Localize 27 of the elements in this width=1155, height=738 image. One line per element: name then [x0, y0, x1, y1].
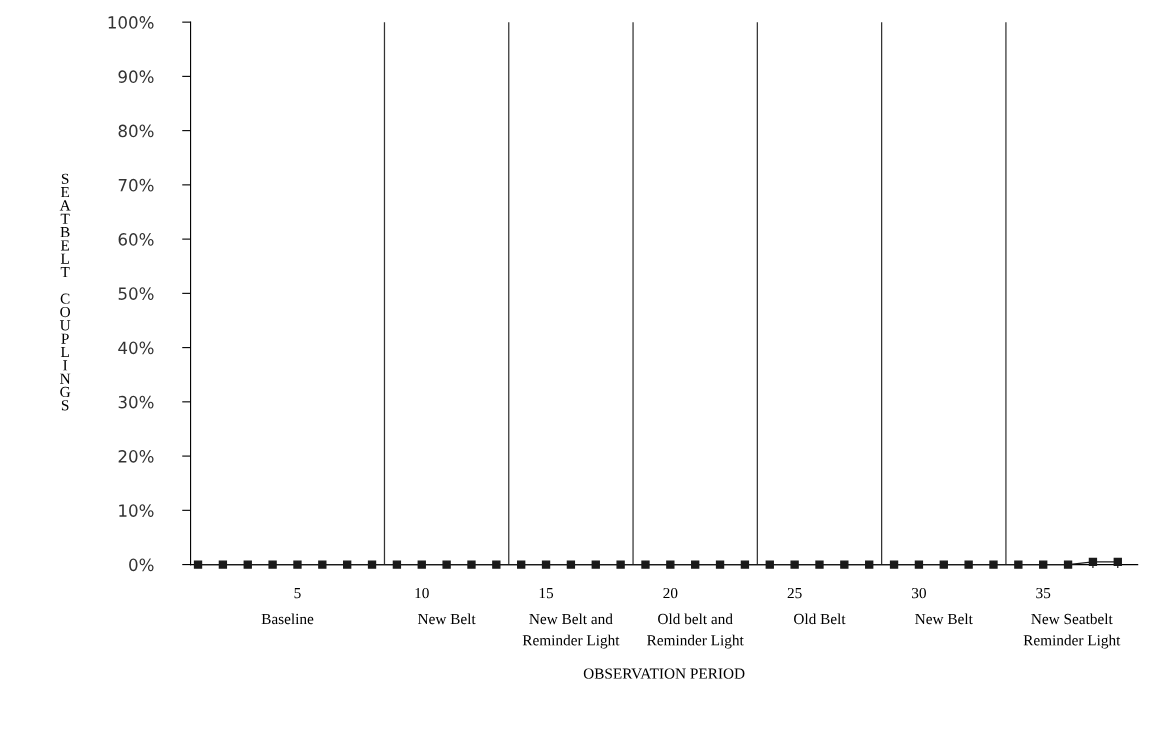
text: Old belt and Reminder Light — [647, 613, 744, 649]
y-tick-label: 50% — [118, 287, 154, 300]
x-tick-label: 30 — [912, 587, 926, 599]
text: New Belt and Reminder Light — [522, 613, 620, 649]
x-tick-label: 10 — [415, 587, 429, 599]
y-tick-label: 40% — [118, 341, 154, 355]
y-tick-label: 20% — [118, 450, 154, 463]
x-tick-label: 15 — [539, 588, 554, 599]
x-tick-label: 35 — [1036, 587, 1051, 599]
y-tick-label: 70% — [118, 178, 154, 192]
text: New Belt — [417, 613, 476, 625]
x-axis-title: OBSERVATION PERIOD — [583, 668, 745, 679]
text: SEATBELT COUPLINGS — [59, 173, 71, 411]
x-tick-label: 25 — [787, 587, 802, 599]
text: Old Belt — [794, 613, 846, 625]
y-tick-label: 100% — [108, 16, 154, 29]
x-tick-label: 20 — [663, 587, 678, 599]
y-tick-label: 10% — [119, 504, 154, 517]
y-tick-label: 30% — [118, 395, 154, 409]
text: New Seatbelt Reminder Light — [1023, 613, 1121, 649]
x-tick-label: 5 — [294, 588, 301, 599]
text: New Belt — [915, 613, 973, 625]
y-tick-label: 0% — [129, 558, 154, 572]
y-tick-label: 80% — [118, 124, 154, 138]
y-tick-label: 90% — [118, 70, 154, 83]
text: Baseline — [261, 613, 314, 625]
y-tick-label: 60% — [118, 233, 154, 246]
